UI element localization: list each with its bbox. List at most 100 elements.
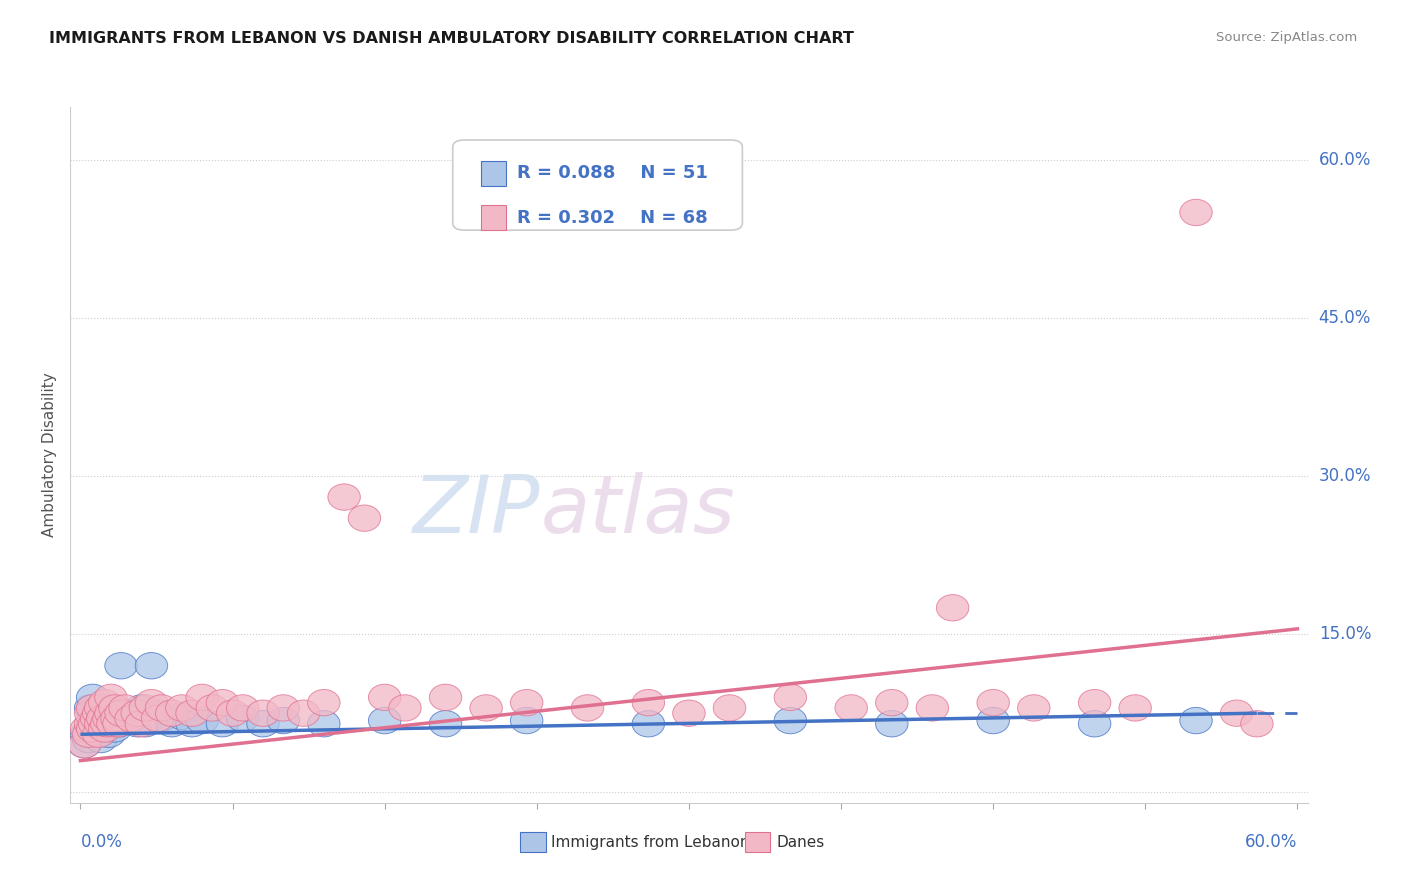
Ellipse shape bbox=[775, 707, 807, 734]
Text: R = 0.302    N = 68: R = 0.302 N = 68 bbox=[517, 209, 709, 227]
Ellipse shape bbox=[917, 695, 949, 721]
Ellipse shape bbox=[115, 706, 148, 731]
Ellipse shape bbox=[90, 711, 124, 737]
Ellipse shape bbox=[470, 695, 502, 721]
Ellipse shape bbox=[713, 695, 745, 721]
Ellipse shape bbox=[1180, 707, 1212, 734]
Ellipse shape bbox=[1240, 711, 1272, 737]
Text: Source: ZipAtlas.com: Source: ZipAtlas.com bbox=[1216, 31, 1357, 45]
Ellipse shape bbox=[83, 721, 115, 747]
Ellipse shape bbox=[75, 715, 107, 742]
Ellipse shape bbox=[633, 690, 665, 715]
Ellipse shape bbox=[90, 706, 124, 731]
Text: Danes: Danes bbox=[776, 835, 824, 849]
Ellipse shape bbox=[94, 684, 127, 711]
Ellipse shape bbox=[108, 695, 141, 721]
Ellipse shape bbox=[72, 726, 105, 753]
Ellipse shape bbox=[125, 695, 157, 721]
Ellipse shape bbox=[936, 595, 969, 621]
Y-axis label: Ambulatory Disability: Ambulatory Disability bbox=[42, 373, 58, 537]
Ellipse shape bbox=[207, 690, 239, 715]
Ellipse shape bbox=[1220, 700, 1253, 726]
Ellipse shape bbox=[69, 731, 101, 758]
Ellipse shape bbox=[84, 695, 117, 721]
Ellipse shape bbox=[79, 706, 111, 731]
Ellipse shape bbox=[105, 700, 138, 726]
Text: 60.0%: 60.0% bbox=[1246, 833, 1298, 851]
Ellipse shape bbox=[89, 715, 121, 742]
Ellipse shape bbox=[267, 695, 299, 721]
Ellipse shape bbox=[129, 695, 162, 721]
Ellipse shape bbox=[328, 483, 360, 510]
Ellipse shape bbox=[70, 715, 103, 742]
Ellipse shape bbox=[226, 695, 259, 721]
Ellipse shape bbox=[672, 700, 706, 726]
Ellipse shape bbox=[76, 684, 108, 711]
Ellipse shape bbox=[141, 700, 174, 726]
Ellipse shape bbox=[80, 711, 112, 737]
Ellipse shape bbox=[176, 700, 208, 726]
Ellipse shape bbox=[195, 695, 229, 721]
Text: 15.0%: 15.0% bbox=[1319, 625, 1371, 643]
Ellipse shape bbox=[388, 695, 422, 721]
Ellipse shape bbox=[101, 706, 134, 731]
Ellipse shape bbox=[70, 721, 103, 747]
Ellipse shape bbox=[510, 707, 543, 734]
Ellipse shape bbox=[72, 721, 105, 747]
Ellipse shape bbox=[94, 700, 127, 726]
Ellipse shape bbox=[247, 711, 280, 737]
Text: IMMIGRANTS FROM LEBANON VS DANISH AMBULATORY DISABILITY CORRELATION CHART: IMMIGRANTS FROM LEBANON VS DANISH AMBULA… bbox=[49, 31, 853, 46]
Ellipse shape bbox=[89, 715, 121, 742]
Ellipse shape bbox=[75, 711, 107, 737]
Ellipse shape bbox=[89, 690, 121, 715]
Ellipse shape bbox=[125, 711, 157, 737]
Ellipse shape bbox=[247, 700, 280, 726]
Ellipse shape bbox=[84, 726, 117, 753]
Ellipse shape bbox=[876, 690, 908, 715]
Ellipse shape bbox=[93, 721, 125, 747]
Ellipse shape bbox=[775, 684, 807, 711]
Ellipse shape bbox=[349, 505, 381, 532]
Ellipse shape bbox=[83, 700, 115, 726]
Text: atlas: atlas bbox=[540, 472, 735, 549]
Text: R = 0.088    N = 51: R = 0.088 N = 51 bbox=[517, 164, 709, 182]
Ellipse shape bbox=[84, 695, 117, 721]
Ellipse shape bbox=[83, 706, 115, 731]
Ellipse shape bbox=[510, 690, 543, 715]
Ellipse shape bbox=[176, 711, 208, 737]
Ellipse shape bbox=[1078, 711, 1111, 737]
Ellipse shape bbox=[267, 707, 299, 734]
Ellipse shape bbox=[75, 700, 107, 726]
Ellipse shape bbox=[69, 731, 101, 758]
Ellipse shape bbox=[98, 715, 131, 742]
Ellipse shape bbox=[129, 711, 162, 737]
Ellipse shape bbox=[105, 653, 138, 679]
Ellipse shape bbox=[79, 700, 111, 726]
Ellipse shape bbox=[98, 695, 131, 721]
Ellipse shape bbox=[977, 690, 1010, 715]
Ellipse shape bbox=[93, 706, 125, 731]
Ellipse shape bbox=[308, 690, 340, 715]
Ellipse shape bbox=[368, 684, 401, 711]
Ellipse shape bbox=[876, 711, 908, 737]
Ellipse shape bbox=[977, 707, 1010, 734]
Text: 60.0%: 60.0% bbox=[1319, 151, 1371, 169]
Ellipse shape bbox=[156, 711, 188, 737]
Ellipse shape bbox=[121, 711, 153, 737]
Ellipse shape bbox=[76, 711, 108, 737]
Ellipse shape bbox=[101, 706, 134, 731]
Ellipse shape bbox=[145, 706, 177, 731]
Ellipse shape bbox=[166, 695, 198, 721]
Ellipse shape bbox=[166, 703, 198, 730]
Ellipse shape bbox=[1119, 695, 1152, 721]
Ellipse shape bbox=[186, 707, 218, 734]
Text: 30.0%: 30.0% bbox=[1319, 467, 1371, 485]
Text: 0.0%: 0.0% bbox=[80, 833, 122, 851]
Ellipse shape bbox=[308, 711, 340, 737]
Ellipse shape bbox=[135, 653, 167, 679]
Ellipse shape bbox=[87, 706, 120, 731]
Ellipse shape bbox=[429, 711, 461, 737]
Ellipse shape bbox=[1078, 690, 1111, 715]
Ellipse shape bbox=[76, 715, 108, 742]
Ellipse shape bbox=[141, 706, 174, 731]
